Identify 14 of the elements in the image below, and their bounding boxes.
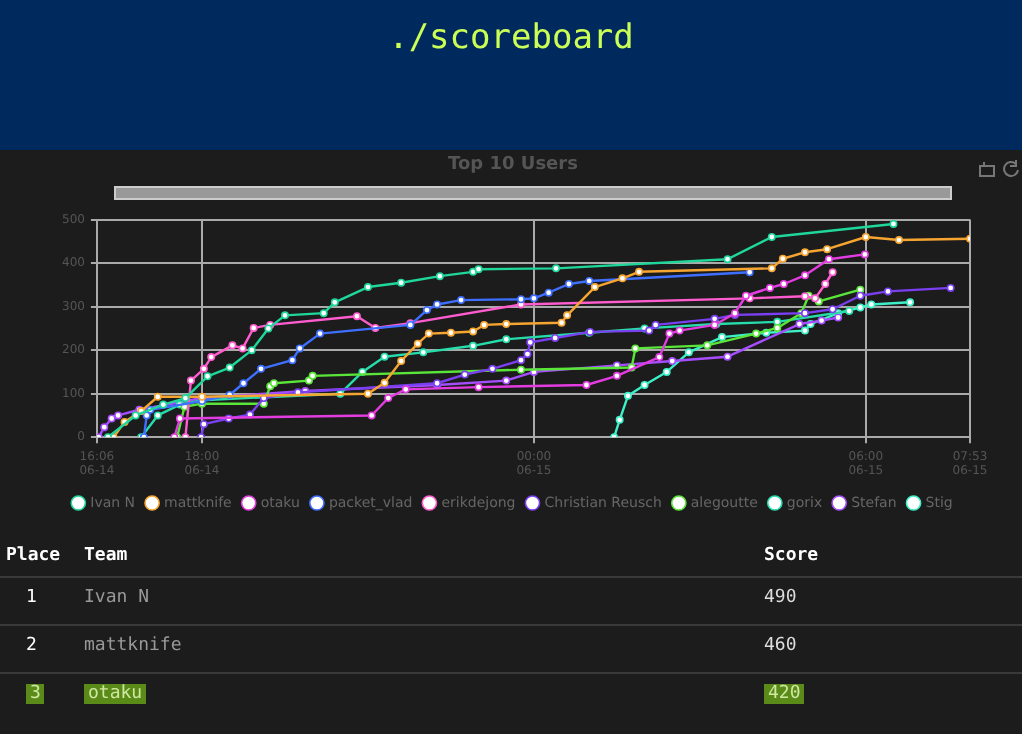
chart-title: Top 10 Users: [448, 155, 578, 176]
text: mattknife: [84, 636, 182, 656]
text: 2: [26, 636, 37, 656]
text: Ivan N: [84, 588, 150, 608]
text: 1: [26, 588, 37, 608]
text: otaku: [84, 684, 147, 704]
text: 420: [764, 684, 805, 704]
text: ./scoreboard: [388, 18, 634, 62]
text: 490: [764, 588, 797, 608]
text: Place: [6, 546, 61, 566]
text: Team: [84, 546, 128, 566]
text: 460: [764, 636, 797, 656]
text: 3: [26, 684, 45, 704]
text: Score: [764, 546, 819, 566]
